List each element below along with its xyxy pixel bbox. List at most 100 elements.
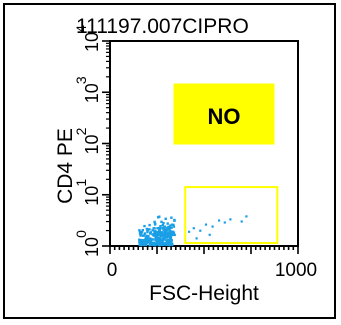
- data-point: [163, 225, 167, 228]
- y-tick-label: 10: [82, 83, 102, 103]
- data-point: [156, 236, 159, 240]
- data-point: [153, 244, 156, 247]
- y-tick-label: 10: [82, 32, 102, 52]
- data-point: [157, 236, 161, 239]
- annotation-box: [173, 83, 275, 145]
- data-point: [148, 241, 151, 244]
- data-point: [218, 219, 221, 222]
- data-point: [139, 243, 143, 247]
- data-point: [158, 226, 161, 229]
- data-point: [145, 240, 148, 243]
- data-point: [163, 229, 167, 233]
- data-point: [161, 240, 164, 243]
- data-point: [148, 228, 151, 231]
- data-point: [149, 239, 152, 243]
- data-point: [172, 223, 175, 227]
- data-point: [152, 241, 155, 245]
- data-point: [141, 234, 145, 237]
- data-point: [164, 217, 167, 220]
- data-point: [165, 240, 169, 243]
- data-point: [166, 222, 169, 225]
- data-point: [229, 218, 232, 221]
- data-point: [138, 238, 141, 241]
- data-point: [173, 233, 176, 237]
- data-point: [165, 227, 168, 230]
- data-point: [150, 241, 154, 244]
- x-tick-label: 0: [107, 260, 118, 281]
- data-point: [159, 232, 162, 235]
- data-point: [167, 228, 170, 231]
- data-point: [160, 220, 163, 223]
- y-tick-exponent: 1: [73, 179, 89, 187]
- data-point: [211, 225, 214, 228]
- data-point: [169, 229, 172, 233]
- data-point: [157, 216, 160, 219]
- data-point: [159, 242, 163, 246]
- data-point: [154, 239, 158, 242]
- y-tick-label: 10: [82, 237, 102, 257]
- data-point: [143, 232, 146, 235]
- data-point: [142, 239, 146, 242]
- data-point: [144, 236, 148, 240]
- data-point: [140, 230, 143, 234]
- x-axis-label: FSC-Height: [149, 282, 259, 305]
- data-point: [151, 229, 154, 232]
- data-point: [146, 237, 149, 240]
- data-point: [161, 231, 164, 234]
- x-tick-label: 1000: [275, 260, 317, 281]
- y-tick-label: 10: [82, 134, 102, 154]
- data-point: [154, 233, 158, 237]
- data-point: [170, 223, 174, 226]
- data-point: [166, 242, 169, 246]
- data-point: [143, 234, 146, 237]
- data-point: [204, 223, 208, 226]
- data-point: [156, 233, 160, 236]
- data-point: [152, 238, 155, 241]
- data-point: [162, 221, 165, 225]
- data-point: [163, 235, 166, 238]
- y-tick-exponent: 2: [73, 127, 89, 135]
- y-tick-exponent: 3: [73, 76, 89, 84]
- data-point: [146, 241, 149, 244]
- data-point: [159, 238, 162, 242]
- data-point: [149, 231, 152, 234]
- data-point: [144, 238, 147, 241]
- data-point: [156, 243, 160, 246]
- data-point: [195, 237, 198, 240]
- data-point: [162, 237, 165, 240]
- data-point: [173, 218, 176, 222]
- data-point: [170, 216, 173, 219]
- data-point: [160, 241, 163, 244]
- data-point: [188, 230, 191, 233]
- data-point: [199, 229, 202, 232]
- data-point: [167, 231, 171, 234]
- data-point: [148, 223, 151, 227]
- data-point: [208, 233, 211, 236]
- data-point: [146, 228, 149, 231]
- data-point: [169, 224, 172, 227]
- y-axis-label: CD4 PE: [54, 128, 77, 204]
- data-point: [144, 241, 148, 245]
- data-point: [166, 238, 170, 242]
- data-point: [170, 238, 173, 242]
- data-point: [223, 221, 226, 224]
- gate-rectangle: [184, 186, 279, 244]
- data-point: [153, 222, 157, 225]
- data-point: [151, 233, 154, 236]
- data-point: [147, 235, 150, 238]
- data-point: [153, 220, 156, 224]
- chart-title: 111197.007CIPRO: [76, 15, 249, 38]
- data-point: [139, 234, 142, 237]
- data-point: [138, 230, 142, 233]
- data-point: [148, 243, 151, 246]
- data-point: [163, 228, 166, 231]
- data-point: [162, 226, 165, 229]
- data-point: [169, 236, 172, 240]
- data-point: [169, 243, 172, 247]
- data-point: [163, 242, 167, 245]
- data-point: [154, 231, 157, 234]
- y-tick-label: 10: [82, 186, 102, 206]
- data-point: [153, 227, 156, 230]
- y-tick-exponent: 0: [73, 230, 89, 238]
